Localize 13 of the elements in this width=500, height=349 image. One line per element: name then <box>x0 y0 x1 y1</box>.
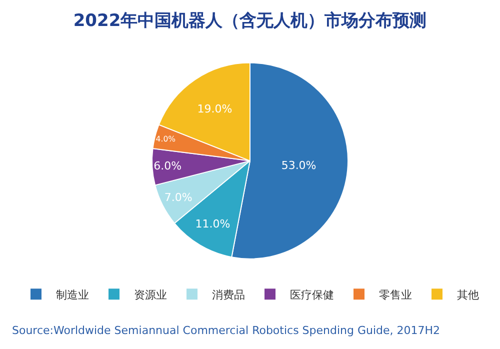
source-note: Source:Worldwide Semiannual Commercial Robotics Spending Guide, 2017H2 <box>12 324 440 337</box>
legend-label: 其他 <box>457 288 479 302</box>
legend-label: 医疗保健 <box>290 288 334 302</box>
legend-label: 资源业 <box>134 288 167 302</box>
data-label: 11.0% <box>195 217 230 230</box>
chart-title: 2022年中国机器人（含无人机）市场分布预测 <box>73 10 427 31</box>
data-label: 6.0% <box>154 159 182 172</box>
legend-label: 制造业 <box>56 288 89 302</box>
legend-label: 消费品 <box>212 288 245 302</box>
data-label: 7.0% <box>164 190 192 204</box>
data-label: 19.0% <box>197 102 232 116</box>
data-label: 53.0% <box>281 158 316 172</box>
legend-label: 零售业 <box>379 288 412 302</box>
